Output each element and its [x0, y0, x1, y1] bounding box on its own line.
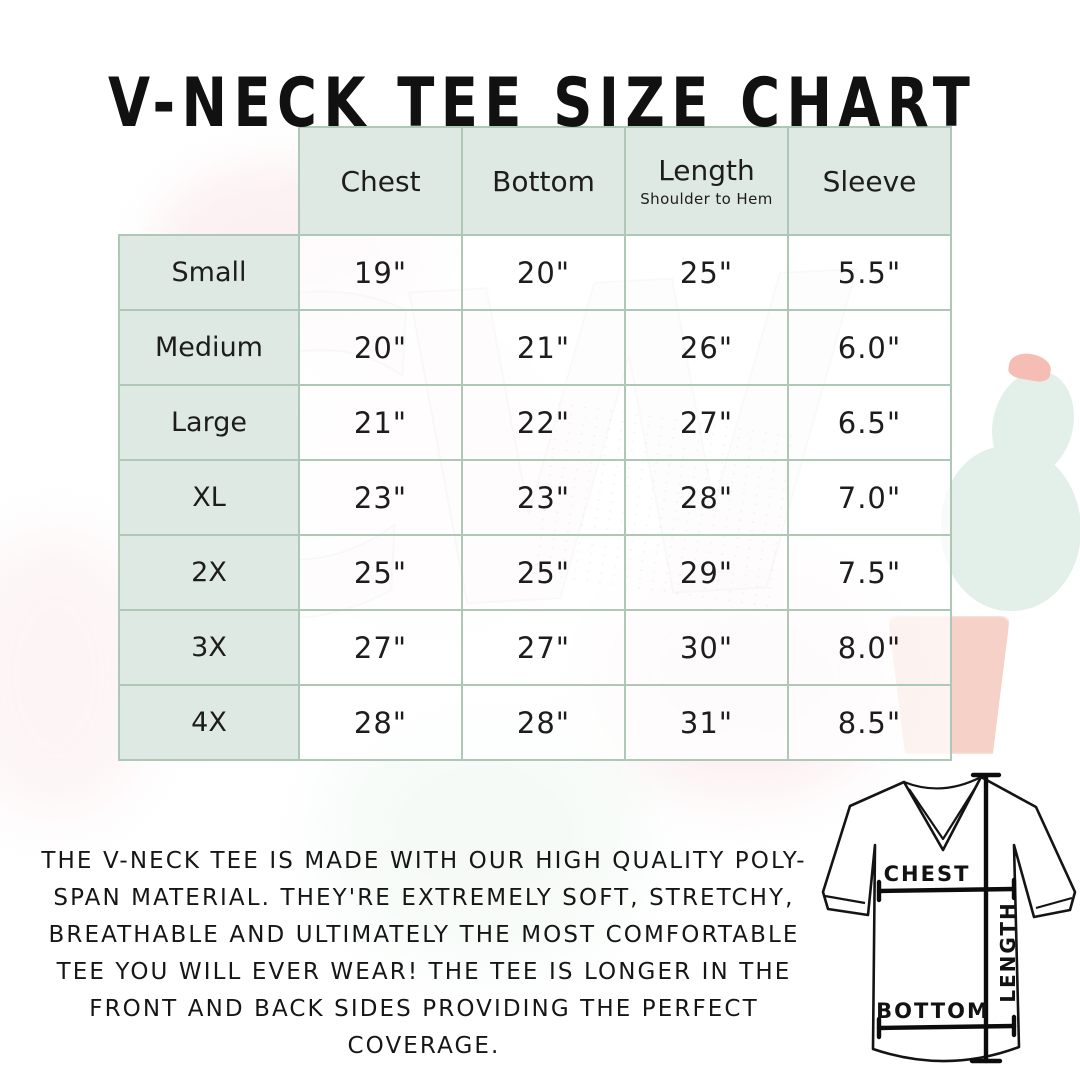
- table-row-3x: 3X 27" 27" 30" 8.0": [118, 609, 952, 686]
- size-label: 4X: [118, 684, 300, 761]
- column-header-sleeve: Sleeve: [787, 126, 952, 236]
- cactus-watermark: [935, 350, 1080, 662]
- table-row-xl: XL 23" 23" 28" 7.0": [118, 459, 952, 536]
- sleeve-value: 6.0": [787, 309, 952, 386]
- bottom-value: 20": [461, 234, 626, 311]
- size-label: 3X: [118, 609, 300, 686]
- length-header-subtitle: Shoulder to Hem: [640, 190, 773, 208]
- table-row-large: Large 21" 22" 27" 6.5": [118, 384, 952, 461]
- length-value: 29": [624, 534, 789, 611]
- column-header-bottom: Bottom: [461, 126, 626, 236]
- size-label: Medium: [118, 309, 300, 386]
- cactus-pad: [981, 361, 1080, 487]
- size-label: Large: [118, 384, 300, 461]
- table-row-small: Small 19" 20" 25" 5.5": [118, 234, 952, 311]
- length-value: 25": [624, 234, 789, 311]
- chest-value: 23": [298, 459, 463, 536]
- cactus-pad: [941, 446, 1080, 611]
- length-value: 31": [624, 684, 789, 761]
- chest-value: 25": [298, 534, 463, 611]
- chest-value: 21": [298, 384, 463, 461]
- sleeve-value: 8.0": [787, 609, 952, 686]
- size-chart-table: Chest Bottom Length Shoulder to Hem Slee…: [118, 126, 952, 761]
- bottom-value: 23": [461, 459, 626, 536]
- bottom-value: 21": [461, 309, 626, 386]
- size-label: XL: [118, 459, 300, 536]
- chest-value: 20": [298, 309, 463, 386]
- chest-measure-line: [876, 877, 1017, 903]
- tee-outline: [821, 775, 1077, 1063]
- column-header-length: Length Shoulder to Hem: [624, 126, 789, 236]
- description-text: THE V-NECK TEE IS MADE WITH OUR HIGH QUA…: [41, 848, 807, 1059]
- right-cuff-line: [1035, 896, 1073, 910]
- size-label: Small: [118, 234, 300, 311]
- size-label: 2X: [118, 534, 300, 611]
- length-value: 27": [624, 384, 789, 461]
- bottom-value: 25": [461, 534, 626, 611]
- length-value: 28": [624, 459, 789, 536]
- left-cuff-line: [824, 894, 866, 905]
- length-measure-line: [969, 772, 1003, 1064]
- chest-value: 19": [298, 234, 463, 311]
- length-label: LENGTH: [996, 901, 1020, 1003]
- length-value: 26": [624, 309, 789, 386]
- sleeve-value: 6.5": [787, 384, 952, 461]
- length-value: 30": [624, 609, 789, 686]
- bottom-value: 22": [461, 384, 626, 461]
- bottom-value: 27": [461, 609, 626, 686]
- page-title: V-NECK TEE SIZE CHART: [108, 63, 977, 143]
- table-row-4x: 4X 28" 28" 31" 8.5": [118, 684, 952, 761]
- chest-label: CHEST: [884, 862, 971, 886]
- length-header-label: Length: [658, 154, 755, 187]
- bottom-label: BOTTOM: [876, 999, 990, 1023]
- column-header-chest: Chest: [298, 126, 463, 236]
- header-row: Chest Bottom Length Shoulder to Hem Slee…: [119, 126, 952, 236]
- table-row-medium: Medium 20" 21" 26" 6.0": [118, 309, 952, 386]
- bottom-measure-line: [876, 1014, 1017, 1040]
- neckline: [903, 776, 982, 790]
- chest-value: 27": [298, 609, 463, 686]
- sleeve-value: 5.5": [787, 234, 952, 311]
- sleeve-value: 8.5": [787, 684, 952, 761]
- sleeve-value: 7.5": [787, 534, 952, 611]
- tee-measurement-diagram: CHEST BOTTOM LENGTH: [821, 772, 1077, 1064]
- collar-band: [908, 784, 978, 841]
- bottom-value: 28": [461, 684, 626, 761]
- sleeve-value: 7.0": [787, 459, 952, 536]
- corner-spacer: [119, 127, 299, 235]
- cactus-flower: [1007, 350, 1053, 384]
- table-row-2x: 2X 25" 25" 29" 7.5": [118, 534, 952, 611]
- chest-value: 28": [298, 684, 463, 761]
